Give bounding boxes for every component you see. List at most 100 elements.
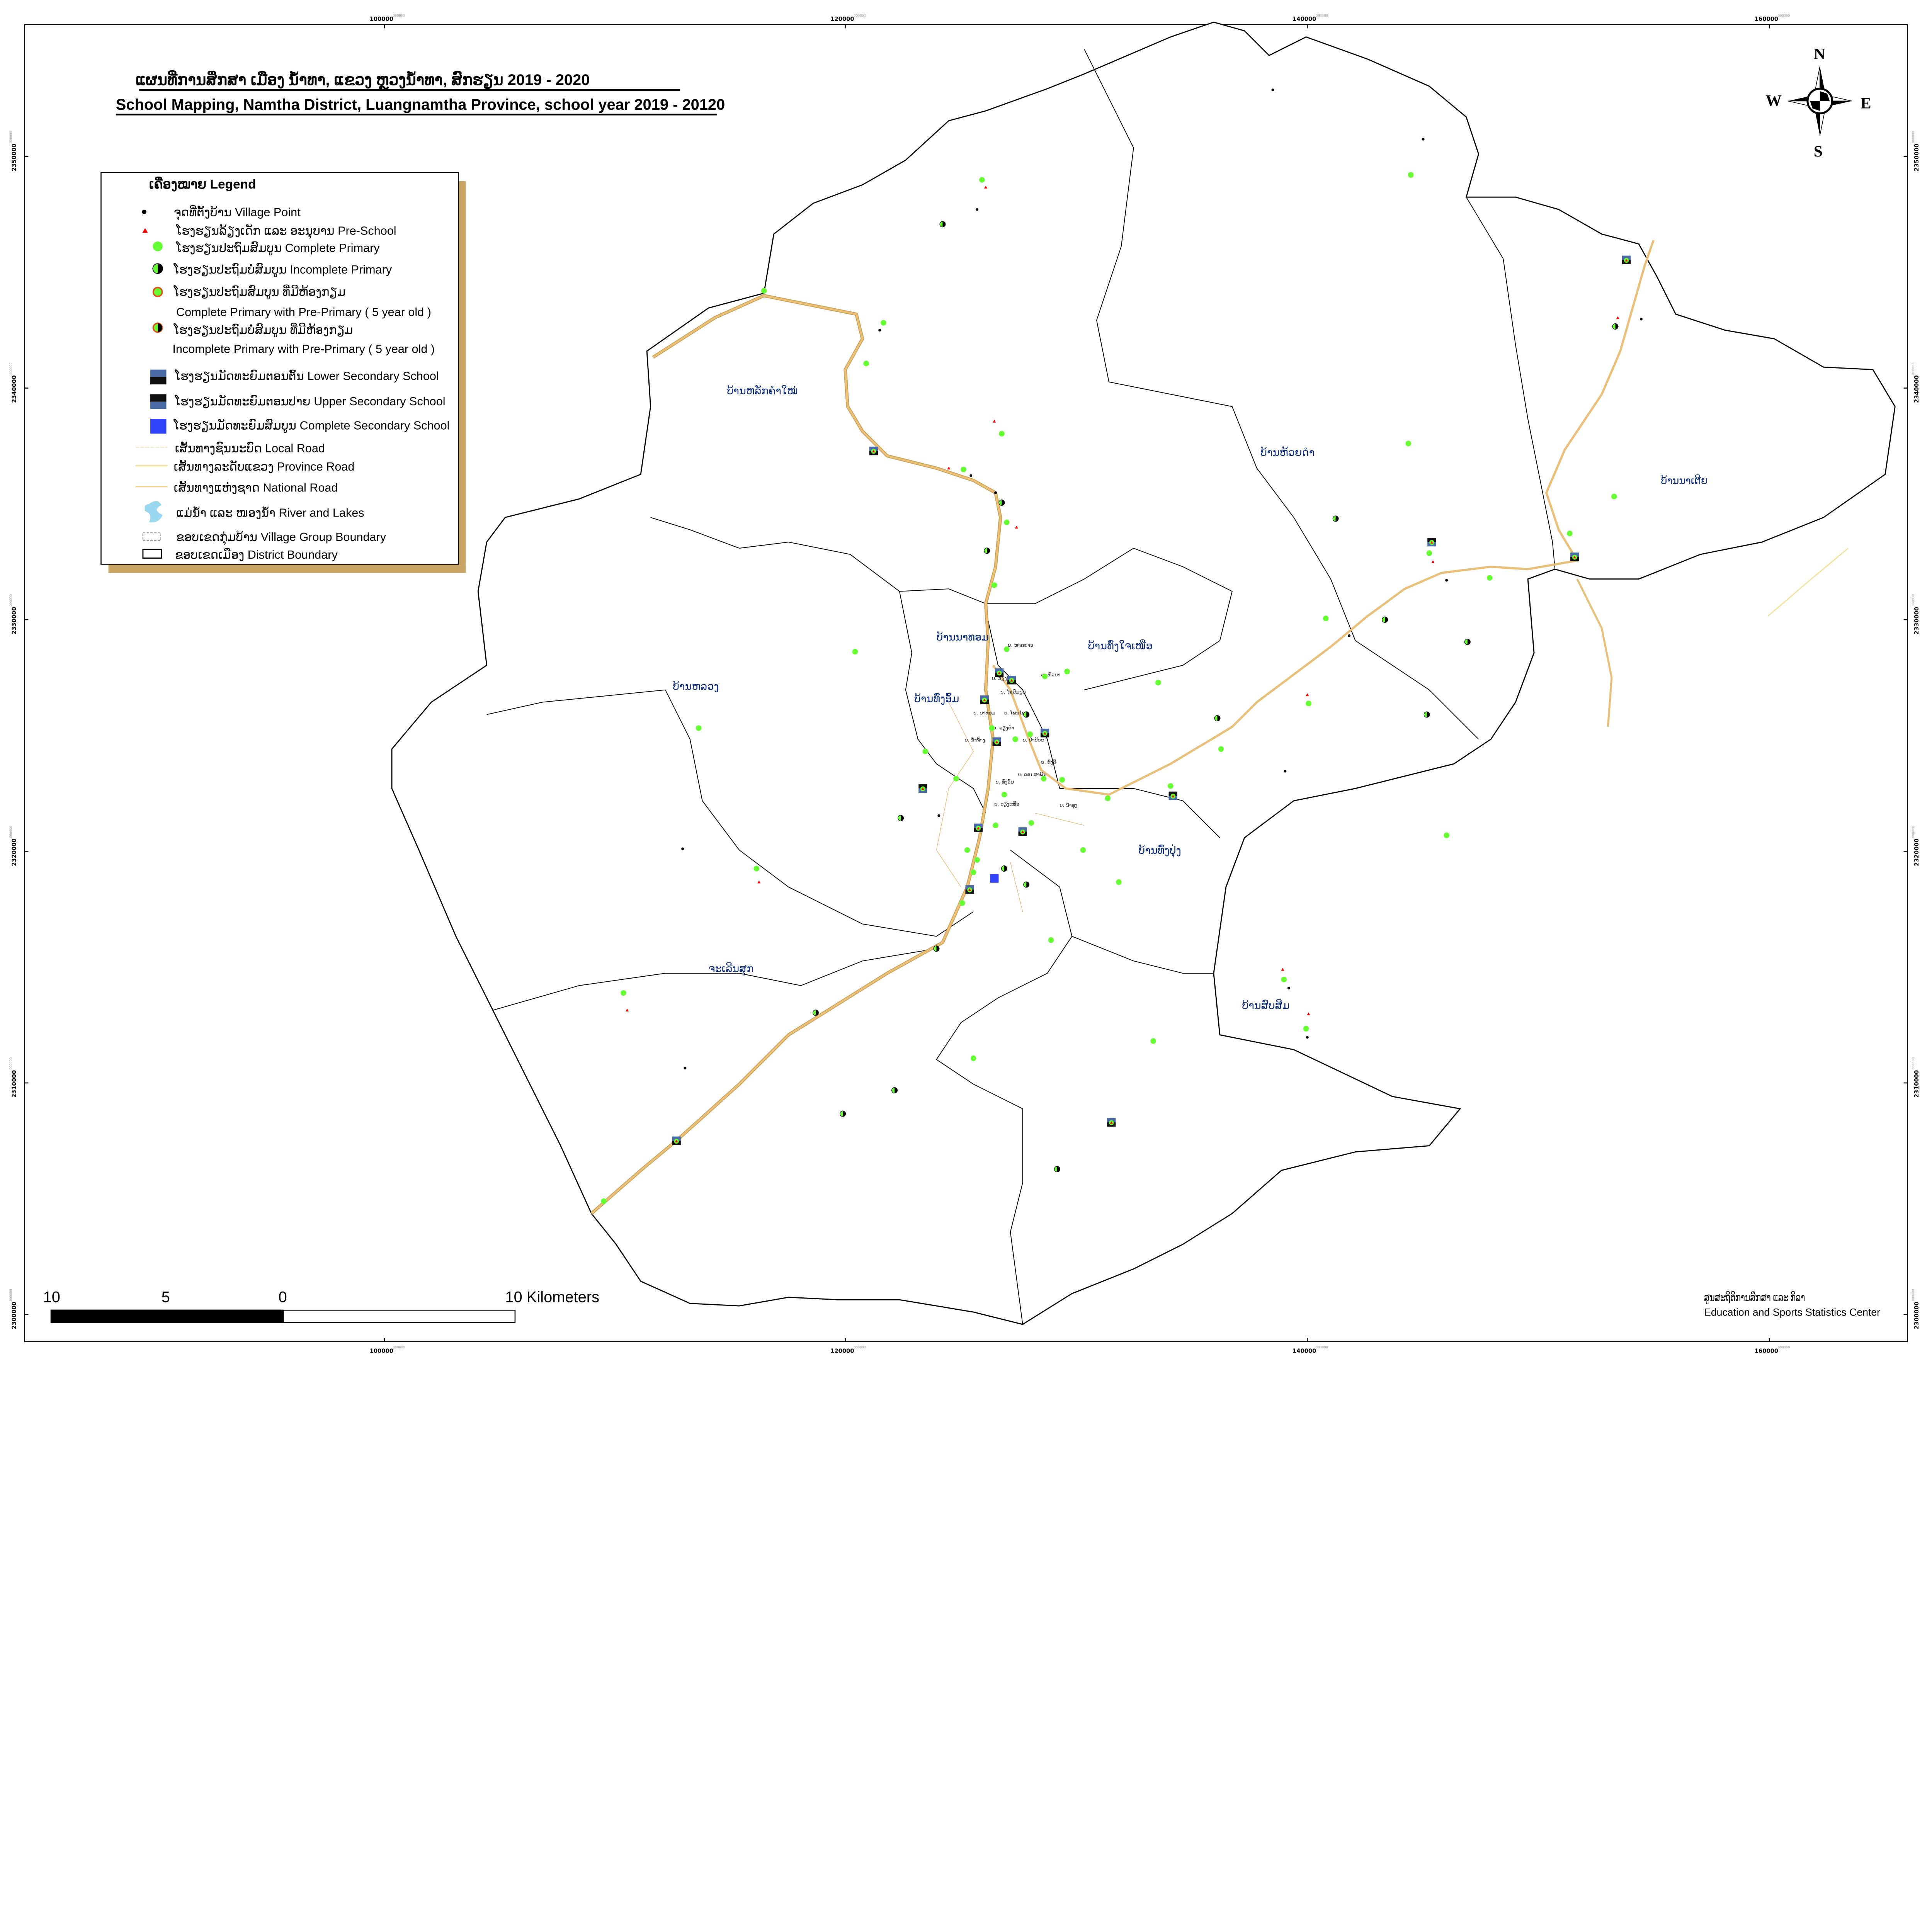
village-group-boundary [486, 689, 974, 937]
village-group-boundary [1071, 936, 1214, 974]
village-group-boundary [899, 591, 986, 814]
village-group-label: ບ້ານທົ່ງອົ້ມ [914, 693, 959, 705]
map-frame [24, 24, 1908, 1342]
incomplete-primary-marker [1332, 515, 1339, 522]
y-tick-label: 2350000 [1913, 144, 1920, 171]
upper-secondary-marker [918, 784, 927, 793]
complete-primary-marker [696, 725, 702, 731]
upper-secondary-marker [1168, 791, 1177, 801]
village-point-icon [142, 209, 146, 214]
y-tick-label: 2320000 [11, 838, 17, 866]
legend-box [100, 172, 459, 565]
x-tick-label: 140000 [1293, 16, 1316, 22]
village-label: ບ. ໄຊສົມບູນ [1000, 689, 1026, 695]
province-road [1767, 547, 1849, 617]
district-boundary-icon [142, 549, 162, 559]
y-tick-label: 2300000 [1913, 1302, 1920, 1329]
preschool-marker [1616, 316, 1620, 319]
incomplete-primary-marker [1023, 711, 1030, 718]
village-group-boundary [985, 610, 1220, 838]
complete-primary-marker [993, 823, 998, 828]
village-label: ບ. ວຽງຄຳ [993, 725, 1014, 731]
complete-primary-marker [863, 360, 869, 367]
y-tick-suffix: .000000 [1911, 826, 1915, 839]
complete-primary-marker [1003, 519, 1010, 525]
x-tick-label: 160000 [1755, 1348, 1778, 1354]
village-group-boundary [1084, 49, 1479, 739]
complete-primary-marker [1323, 615, 1329, 622]
y-tick-suffix: .000000 [9, 362, 12, 376]
school-markers [601, 88, 1643, 1204]
footer-english: Education and Sports Statistics Center [1704, 1306, 1880, 1318]
lower-secondary-marker [1570, 552, 1579, 561]
village-group-label: ບ້ານສົບສີມ [1242, 999, 1289, 1012]
incomplete-primary-marker [812, 1010, 819, 1016]
complete-primary-marker [761, 288, 767, 294]
lower-secondary-marker [995, 668, 1004, 677]
complete-primary-marker [1408, 172, 1414, 178]
legend-label: ໂຮງຮຽນປະຖົມສົມບູນ Complete Primary [176, 241, 380, 256]
incomplete-primary-marker [933, 945, 940, 952]
preschool-marker [757, 880, 761, 884]
village-group-label: ບ້ານນາເຕີຍ [1661, 475, 1708, 487]
village-label: ບ. ຫາດຍາວ [1008, 642, 1033, 648]
village-point [1445, 579, 1448, 582]
lower-secondary-marker [1622, 255, 1631, 264]
incomplete-primary-marker [998, 500, 1005, 506]
incomplete-primary-marker [898, 815, 904, 821]
preschool-icon [142, 228, 148, 233]
complete-primary-marker [1150, 1038, 1156, 1044]
upper-secondary-marker [1427, 537, 1436, 547]
incomplete-primary-marker [1464, 639, 1471, 645]
legend-label: ໂຮງຮຽນປະຖົມບໍ່ສົມບູນ ທີ່ມີຫ້ອງກຽມ [173, 323, 353, 338]
x-tick-suffix: .000000 [1315, 14, 1328, 17]
village-point [878, 329, 881, 332]
title-english: School Mapping, Namtha District, Luangna… [116, 96, 725, 113]
preschool-marker [625, 1008, 629, 1011]
scale-label: 10 [43, 1289, 60, 1306]
legend-label: ເສັ້ນທາງແຫ່ງຊາດ National Road [174, 480, 338, 495]
lower-secondary-marker [1007, 676, 1016, 685]
x-tick-suffix: .000000 [1777, 14, 1790, 17]
legend-label: ຂອບເຂດເມືອງ District Boundary [175, 548, 338, 561]
village-point [684, 1067, 687, 1070]
complete-primary-marker [1027, 731, 1033, 737]
lower-secondary-marker [1018, 827, 1027, 836]
preschool-marker [1281, 968, 1284, 971]
national-road [1576, 578, 1613, 727]
village-label: ບ. ນ້ຳທຸງ [1060, 802, 1077, 809]
y-tick-label: 2320000 [1913, 838, 1920, 866]
legend-label: ໂຮງຮຽນມັດທະຍົມຕອນປາຍ Upper Secondary Sch… [175, 394, 446, 408]
title-lao: ແຜນທີ່ການສຶກສາ ເມືອງ ນ້ຳທາ, ແຂວງ ຫຼວງນ້ຳ… [136, 70, 590, 90]
map-title: ແຜນທີ່ການສຶກສາ ເມືອງ ນ້ຳທາ, ແຂວງ ຫຼວງນ້ຳ… [116, 70, 725, 116]
village-group-boundary [493, 948, 937, 1011]
complete-primary-marker [1080, 847, 1086, 853]
village-labels: ບ. ຫາດຍາວ ບ. ວຽງທອງ ບ. ໄຊສົມບູນ ບ. ຫົວນາ… [965, 642, 1077, 809]
complete-primary-icon [153, 241, 163, 252]
village-label: ບ. ທົ່ງດີ [1041, 759, 1056, 765]
complete-primary-marker [1003, 646, 1010, 652]
y-tick-suffix: .000000 [1911, 594, 1915, 607]
north-arrow-icon [1787, 66, 1852, 136]
footer-lao: ສູນສະຖິຕິການສຶກສາ ແລະ ກິລາ [1704, 1291, 1805, 1304]
river-lakes-icon [145, 501, 163, 523]
legend-label: ໂຮງຮຽນລ້ຽງເດັກ ແລະ ອະນຸບານ Pre-School [176, 224, 396, 239]
complete-primary-marker [989, 725, 995, 731]
complete-primary-marker [974, 857, 980, 863]
roads [590, 240, 1849, 1215]
complete-primary-marker [1041, 775, 1047, 782]
legend-label: Complete Primary with Pre-Primary ( 5 ye… [176, 306, 431, 319]
complete-primary-marker [964, 847, 970, 853]
preschool-marker [1431, 560, 1435, 563]
village-group-boundary [650, 517, 1233, 690]
x-ticks-bottom: 100000 .000000 120000 .000000 140000 .00… [370, 1345, 1790, 1354]
village-label: ບ. ປ່າປ້ວະ [1023, 736, 1044, 743]
village-point [969, 474, 973, 477]
village-point [1271, 88, 1274, 92]
y-tick-suffix: .000000 [9, 131, 12, 144]
x-tick-suffix: .000000 [1315, 1345, 1328, 1349]
village-group-boundary-icon [143, 532, 161, 541]
complete-primary-marker [922, 748, 929, 755]
scale-label: 10 Kilometers [505, 1289, 599, 1306]
lower-secondary-marker [980, 695, 989, 704]
